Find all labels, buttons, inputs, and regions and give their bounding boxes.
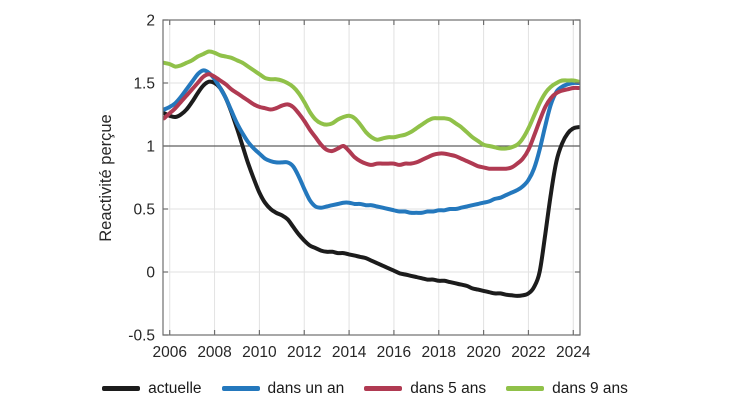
x-tick-label: 2006 (152, 344, 186, 361)
y-tick-label: 1 (146, 139, 155, 156)
legend-item-dans-9-ans: dans 9 ans (506, 381, 628, 397)
y-axis-tick-labels: -0.5 0 0.5 1 1.5 2 (128, 13, 155, 345)
legend-label: dans 5 ans (410, 380, 487, 397)
data-series (163, 49, 580, 298)
tick-marks (163, 19, 580, 336)
series-dans-5-ans (163, 72, 580, 171)
legend-item-actuelle: actuelle (102, 380, 202, 397)
x-tick-label: 2008 (197, 344, 231, 361)
x-tick-label: 2012 (287, 344, 321, 361)
x-tick-label: 2022 (511, 344, 545, 361)
x-tick-label: 2020 (466, 344, 501, 361)
legend-line-swatch (102, 386, 141, 392)
legend-label: actuelle (148, 380, 202, 397)
legend-label: dans un an (267, 380, 345, 397)
legend-line-swatch (506, 386, 545, 392)
axis-box (162, 19, 581, 336)
legend-item-dans-5-ans: dans 5 ans (364, 381, 486, 397)
x-tick-label: 2010 (242, 344, 277, 361)
y-tick-label: 2 (146, 13, 155, 30)
x-tick-label: 2014 (332, 344, 367, 361)
legend-label: dans 9 ans (552, 380, 628, 397)
x-tick-label: 2018 (422, 344, 456, 361)
y-tick-label: 0.5 (133, 202, 155, 219)
y-axis-title: Reactivité perçue (97, 114, 115, 241)
x-axis-tick-labels: 2006 2008 2010 2012 2014 2016 2018 2020 2022 2024 (152, 344, 590, 361)
legend-line-swatch (221, 386, 260, 392)
y-tick-label: 1.5 (133, 76, 155, 93)
chart-legend: actuelle dans un an dans 5 ans dans 9 ans (0, 381, 730, 397)
legend-item-dans-un-an: dans un an (221, 380, 345, 397)
legend-line-swatch (364, 386, 403, 392)
series-dans-un-an (163, 68, 580, 215)
grid-lines (163, 19, 580, 336)
x-tick-label: 2024 (556, 344, 591, 361)
y-tick-label: -0.5 (128, 328, 155, 345)
y-tick-label: 0 (146, 265, 155, 282)
series-dans-9-ans (163, 49, 580, 151)
x-tick-label: 2016 (377, 344, 411, 361)
